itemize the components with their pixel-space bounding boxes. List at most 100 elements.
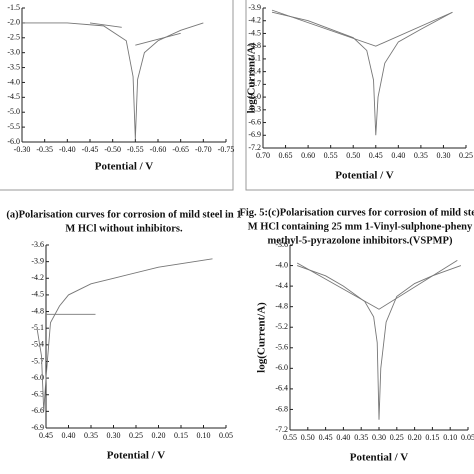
x-axis-label: Potential / V: [335, 170, 394, 182]
y-tick-label: -6.6: [248, 117, 261, 126]
caption: Fig. 5:(c)Polarisation curves for corros…: [239, 207, 474, 218]
y-tick-label: -4.8: [248, 41, 261, 50]
y-tick-label: -6.0: [7, 137, 20, 146]
curve: [36, 258, 213, 412]
y-tick-label: -6.4: [275, 384, 288, 393]
y-tick-label: -7.2: [248, 143, 261, 152]
x-axis-label: Potential / V: [107, 450, 166, 462]
y-tick-label: -3.6: [275, 240, 288, 249]
y-tick-label: -5.7: [31, 356, 44, 365]
y-tick-label: -4.2: [248, 16, 261, 25]
y-axis-label: log(Current/A): [256, 302, 268, 373]
y-tick-label: -4.8: [275, 301, 288, 310]
x-tick-label: 0.05: [219, 431, 233, 440]
y-tick-label: -1.5: [7, 3, 20, 12]
caption: M HCl containing 25 mm 1-Vinyl-sulphone-…: [248, 221, 473, 232]
y-tick-label: -4.5: [31, 290, 44, 299]
y-tick-label: -4.8: [31, 306, 44, 315]
y-tick-label: -3.5: [7, 62, 20, 71]
y-tick-label: -4.4: [275, 281, 288, 290]
y-tick-label: -3.6: [31, 240, 44, 249]
y-tick-label: -4.0: [7, 77, 20, 86]
x-tick-label: 0.35: [414, 151, 428, 160]
x-tick-label: 0.15: [174, 431, 188, 440]
y-tick-label: -6.9: [31, 423, 44, 432]
x-tick-label: 0.40: [336, 433, 350, 442]
curve: [22, 22, 204, 140]
x-tick-label: -0.65: [172, 145, 189, 154]
x-tick-label: 0.20: [408, 433, 422, 442]
x-tick-label: -0.60: [150, 145, 167, 154]
x-tick-label: 0.25: [459, 151, 473, 160]
panel-frame: [245, 0, 474, 191]
y-tick-label: -7.2: [275, 425, 288, 434]
y-tick-label: -3.0: [7, 47, 20, 56]
panel-frame: [0, 0, 234, 191]
x-tick-label: 0.25: [129, 431, 143, 440]
x-tick-label: 0.50: [301, 433, 315, 442]
curve: [296, 265, 462, 420]
y-axis-label: log(Current/A): [246, 42, 258, 113]
curve: [271, 9, 453, 47]
y-tick-label: -3.9: [31, 256, 44, 265]
x-tick-label: 0.40: [391, 151, 405, 160]
x-tick-label: -0.55: [127, 145, 144, 154]
x-tick-label: 0.60: [301, 151, 315, 160]
y-tick-label: -5.7: [248, 79, 261, 88]
caption: methyl-5-pyrazolone inhibitors.(VSPMP): [268, 235, 453, 246]
x-tick-label: 0.20: [152, 431, 166, 440]
y-tick-label: -2.5: [7, 33, 20, 42]
x-tick-label: 0.45: [39, 431, 53, 440]
y-tick-label: -4.0: [275, 260, 288, 269]
curve: [135, 32, 181, 46]
y-tick-label: -5.1: [31, 323, 44, 332]
x-axis-label: Potential / V: [95, 161, 154, 173]
x-tick-label: 0.35: [84, 431, 98, 440]
x-tick-label: -0.40: [59, 145, 76, 154]
x-tick-label: 0.50: [346, 151, 360, 160]
x-tick-label: 0.30: [107, 431, 121, 440]
y-tick-label: -6.3: [248, 105, 261, 114]
y-tick-label: -5.2: [275, 322, 288, 331]
y-tick-label: -6.8: [275, 404, 288, 413]
y-tick-label: -6.0: [31, 373, 44, 382]
x-tick-label: 0.10: [197, 431, 211, 440]
x-tick-label: 0.40: [62, 431, 76, 440]
x-tick-label: 0.65: [279, 151, 293, 160]
y-tick-label: -6.0: [275, 363, 288, 372]
curve: [89, 22, 122, 28]
y-tick-label: -4.5: [7, 92, 20, 101]
y-tick-label: -5.6: [275, 343, 288, 352]
x-tick-label: -0.45: [82, 145, 99, 154]
x-tick-label: 0.55: [324, 151, 338, 160]
y-tick-label: -5.1: [248, 54, 261, 63]
y-tick-label: -5.4: [248, 66, 261, 75]
x-tick-label: 0.45: [369, 151, 383, 160]
x-tick-label: -0.75: [218, 145, 235, 154]
y-tick-label: -5.5: [7, 122, 20, 131]
y-tick-label: -5.4: [31, 340, 44, 349]
y-tick-label: -6.6: [31, 406, 44, 415]
caption: (a)Polarisation curves for corrosion of …: [6, 209, 241, 220]
curve: [296, 260, 458, 310]
x-tick-label: 0.25: [390, 433, 404, 442]
y-tick-label: -6.0: [248, 92, 261, 101]
caption: M HCl without inhibitors.: [65, 223, 183, 234]
x-tick-label: -0.50: [104, 145, 121, 154]
x-tick-label: 0.30: [372, 433, 386, 442]
x-tick-label: 0.45: [319, 433, 333, 442]
y-tick-label: -4.5: [248, 28, 261, 37]
x-tick-label: 0.15: [425, 433, 439, 442]
curve: [271, 11, 453, 136]
x-tick-label: -0.35: [36, 145, 53, 154]
x-tick-label: 0.05: [461, 433, 474, 442]
x-tick-label: 0.35: [354, 433, 368, 442]
y-tick-label: -3.9: [248, 3, 261, 12]
y-tick-label: -2.0: [7, 18, 20, 27]
y-tick-label: -5.0: [7, 107, 20, 116]
x-tick-label: 0.70: [256, 151, 270, 160]
x-tick-label: 0.30: [436, 151, 450, 160]
y-tick-label: -6.9: [248, 130, 261, 139]
